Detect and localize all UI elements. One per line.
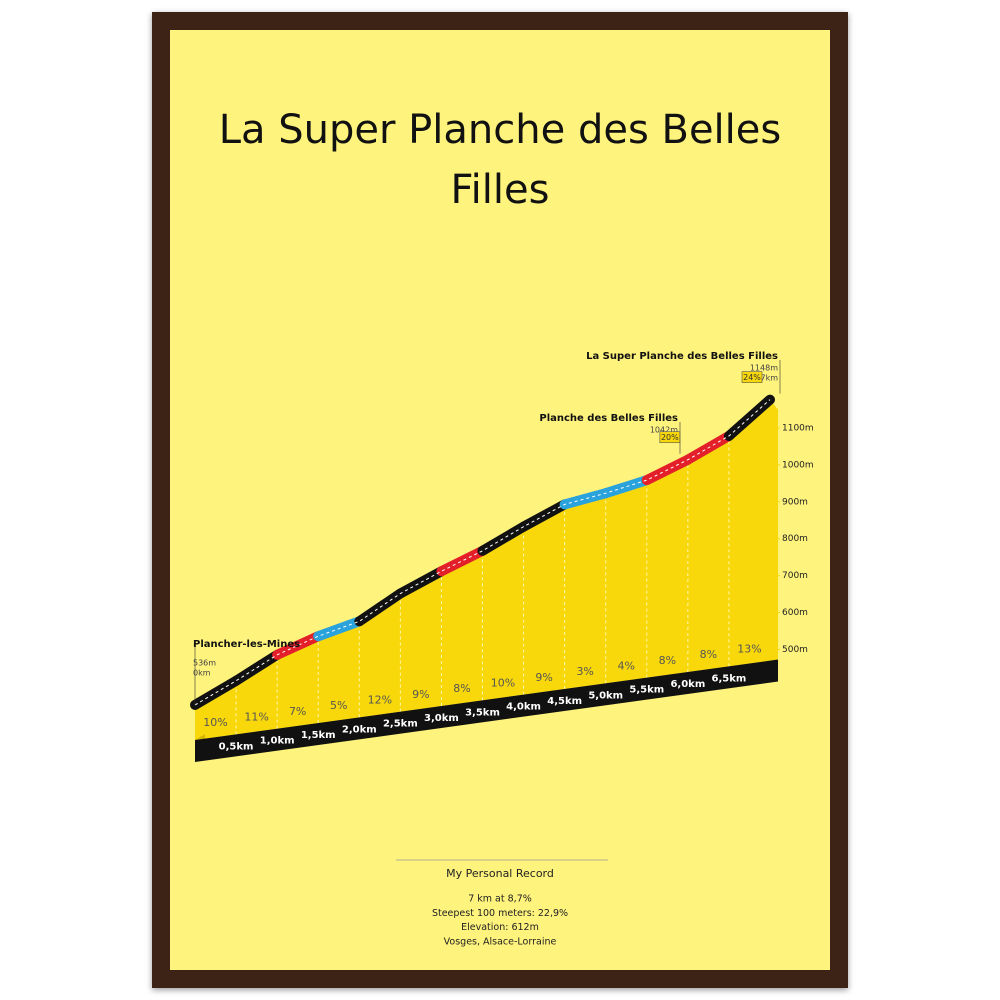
gradient-label: 11%: [244, 710, 268, 723]
gradient-badge: [659, 431, 681, 444]
profile-area: [195, 399, 778, 740]
x-tick-label: 2,0km: [342, 724, 377, 735]
annotation-label: La Super Planche des Belles Filles: [586, 351, 778, 362]
gradient-label: 8%: [453, 682, 470, 695]
gradient-label: 13%: [737, 642, 761, 655]
footer-heading: My Personal Record: [446, 867, 554, 880]
y-tick-label: 1000m: [782, 460, 814, 470]
y-tick-label: 500m: [782, 645, 808, 655]
y-tick-label: 800m: [782, 534, 808, 544]
poster-title: La Super Planche des Belles Filles: [218, 107, 782, 213]
annotation-label: Plancher-les-Mines: [193, 639, 300, 650]
footer-line: 7 km at 8,7%: [468, 894, 532, 905]
x-tick-label: 5,0km: [588, 690, 623, 701]
base-strip: [195, 659, 778, 762]
y-tick-label: 900m: [782, 497, 808, 507]
x-tick-label: 5,5km: [629, 685, 664, 696]
x-tick-label: 3,5km: [465, 707, 500, 718]
y-tick-label: 700m: [782, 571, 808, 581]
x-tick-label: 4,0km: [506, 702, 541, 713]
x-tick-label: 1,5km: [301, 730, 336, 741]
profile-segment: [723, 394, 775, 441]
gradient-label: 10%: [203, 716, 227, 729]
x-tick-label: 0,5km: [219, 741, 254, 752]
gradient-label: 8%: [700, 648, 717, 661]
annotation-elevation: 1042m: [650, 426, 678, 435]
x-tick-label: 1,0km: [260, 736, 295, 747]
x-tick-label: 2,5km: [383, 719, 418, 730]
x-tick-label: 3,0km: [424, 713, 459, 724]
gradient-label: 8%: [659, 654, 676, 667]
gradient-badge-label: 20%: [661, 433, 679, 442]
gradient-label: 7%: [289, 705, 306, 718]
x-tick-label: 6,5km: [712, 673, 747, 684]
annotation-distance: 0km: [193, 669, 211, 678]
gradient-label: 4%: [618, 659, 635, 672]
footer-line: Vosges, Alsace-Lorraine: [444, 936, 557, 947]
footer-line: Elevation: 612m: [461, 922, 539, 933]
y-tick-label: 600m: [782, 608, 808, 618]
gradient-badge-label: 24%: [743, 373, 761, 382]
annotation-elevation: 536m: [193, 659, 216, 668]
annotation-distance: 7km: [760, 374, 778, 383]
footer-line: Steepest 100 meters: 22,9%: [432, 908, 568, 919]
gradient-label: 9%: [535, 671, 552, 684]
gradient-badge: [741, 371, 763, 383]
gradient-label: 9%: [412, 688, 429, 701]
y-tick-label: 1100m: [782, 423, 814, 433]
x-tick-label: 6,0km: [670, 679, 705, 690]
gradient-label: 10%: [491, 676, 515, 689]
annotation-elevation: 1148m: [750, 364, 778, 373]
gradient-label: 3%: [576, 665, 593, 678]
annotation-label: Planche des Belles Filles: [539, 413, 678, 424]
x-tick-label: 4,5km: [547, 696, 582, 707]
gradient-label: 12%: [368, 693, 392, 706]
gradient-label: 5%: [330, 699, 347, 712]
